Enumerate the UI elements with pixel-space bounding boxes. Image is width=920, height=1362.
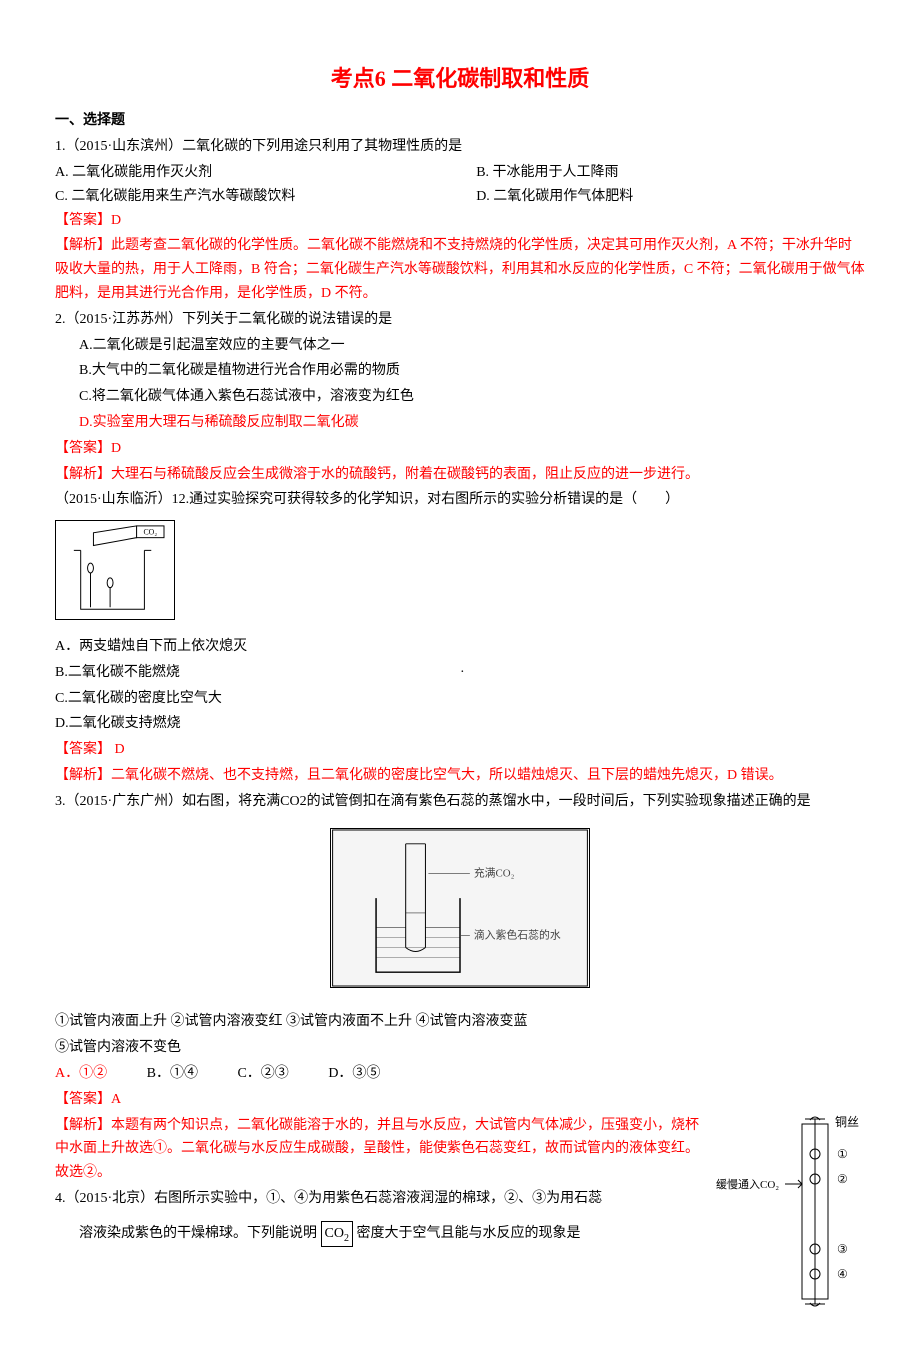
qly-option-d: D.二氧化碳支持燃烧 (55, 712, 865, 736)
svg-text:CO₂: CO₂ (143, 528, 157, 537)
q2-answer: 【答案】D (55, 437, 865, 461)
section-heading-1: 一、选择题 (55, 109, 865, 133)
q1-option-c: C. 二氧化碳能用来生产汽水等碳酸饮料 (55, 185, 476, 209)
q2-option-b: B.大气中的二氧化碳是植物进行光合作用必需的物质 (55, 359, 865, 383)
svg-text:③: ③ (837, 1242, 848, 1256)
qly-explanation: 【解析】二氧化碳不燃烧、也不支持燃，且二氧化碳的密度比空气大，所以蜡烛熄灭、且下… (55, 764, 865, 788)
qly-option-a: A．两支蜡烛自下而上依次熄灭 (55, 635, 865, 659)
q2-option-d: D.实验室用大理石与稀硫酸反应制取二氧化碳 (55, 411, 865, 435)
q3-option-c: C．②③ (237, 1066, 288, 1081)
q1-explanation: 【解析】此题考查二氧化碳的化学性质。二氧化碳不能燃烧和不支持燃烧的化学性质，决定… (55, 234, 865, 305)
svg-text:①: ① (837, 1147, 848, 1161)
qly-option-c: C.二氧化碳的密度比空气大 (55, 687, 865, 711)
q2-option-a: A.二氧化碳是引起温室效应的主要气体之一 (55, 334, 865, 358)
svg-text:缓慢通入CO₂: 缓慢通入CO₂ (716, 1178, 779, 1191)
svg-text:④: ④ (837, 1267, 848, 1281)
qly-diagram: CO₂ (55, 514, 865, 635)
q4-stem-pre: 溶液染成紫色的干燥棉球。下列能说明 (79, 1226, 317, 1241)
svg-text:铜丝: 铜丝 (835, 1114, 859, 1129)
q4-stem-post: 密度大于空气且能与水反应的现象是 (356, 1226, 580, 1241)
document-title: 考点6 二氧化碳制取和性质 (55, 60, 865, 97)
q4-co2-box: CO2 (321, 1221, 353, 1248)
qly-answer: 【答案】 D (55, 738, 865, 762)
q3-stem: 3.（2015·广东广州）如右图，将充满CO2的试管倒扣在滴有紫色石蕊的蒸馏水中… (55, 790, 865, 814)
q4-diagram: 铜丝 ① ② ③ ④ 缓慢通入CO₂ (715, 1114, 865, 1323)
q3-options-line1: ①试管内液面上升 ②试管内溶液变红 ③试管内液面不上升 ④试管内溶液变蓝 (55, 1010, 865, 1034)
q2-stem: 2.（2015·江苏苏州）下列关于二氧化碳的说法错误的是 (55, 308, 865, 332)
q2-option-c: C.将二氧化碳气体通入紫色石蕊试液中，溶液变为红色 (55, 385, 865, 409)
svg-text:充满CO₂: 充满CO₂ (474, 865, 515, 879)
qly-stem: （2015·山东临沂）12.通过实验探究可获得较多的化学知识，对右图所示的实验分… (55, 488, 865, 512)
q1-option-d: D. 二氧化碳用作气体肥料 (476, 185, 865, 209)
q2-explanation: 【解析】大理石与稀硫酸反应会生成微溶于水的硫酸钙，附着在碳酸钙的表面，阻止反应的… (55, 463, 865, 487)
q3-option-b: B．①④ (147, 1066, 198, 1081)
svg-text:滴入紫色石蕊的水: 滴入紫色石蕊的水 (474, 927, 561, 941)
q3-answer: 【答案】A (55, 1088, 865, 1112)
q1-option-b: B. 干冰能用于人工降雨 (476, 161, 865, 185)
qly-option-b: B.二氧化碳不能燃烧 (55, 665, 180, 680)
center-dot: · (460, 661, 465, 685)
q3-option-d: D．③⑤ (328, 1066, 380, 1081)
q3-options-line2: ⑤试管内溶液不变色 (55, 1036, 865, 1060)
q1-answer: 【答案】D (55, 209, 865, 233)
svg-text:②: ② (837, 1172, 848, 1186)
q3-option-a: A．①② (55, 1066, 107, 1081)
q1-stem: 1.（2015·山东滨州）二氧化碳的下列用途只利用了其物理性质的是 (55, 135, 865, 159)
q1-option-a: A. 二氧化碳能用作灭火剂 (55, 161, 476, 185)
q3-diagram: 充满CO₂ 滴入紫色石蕊的水 (55, 822, 865, 1003)
